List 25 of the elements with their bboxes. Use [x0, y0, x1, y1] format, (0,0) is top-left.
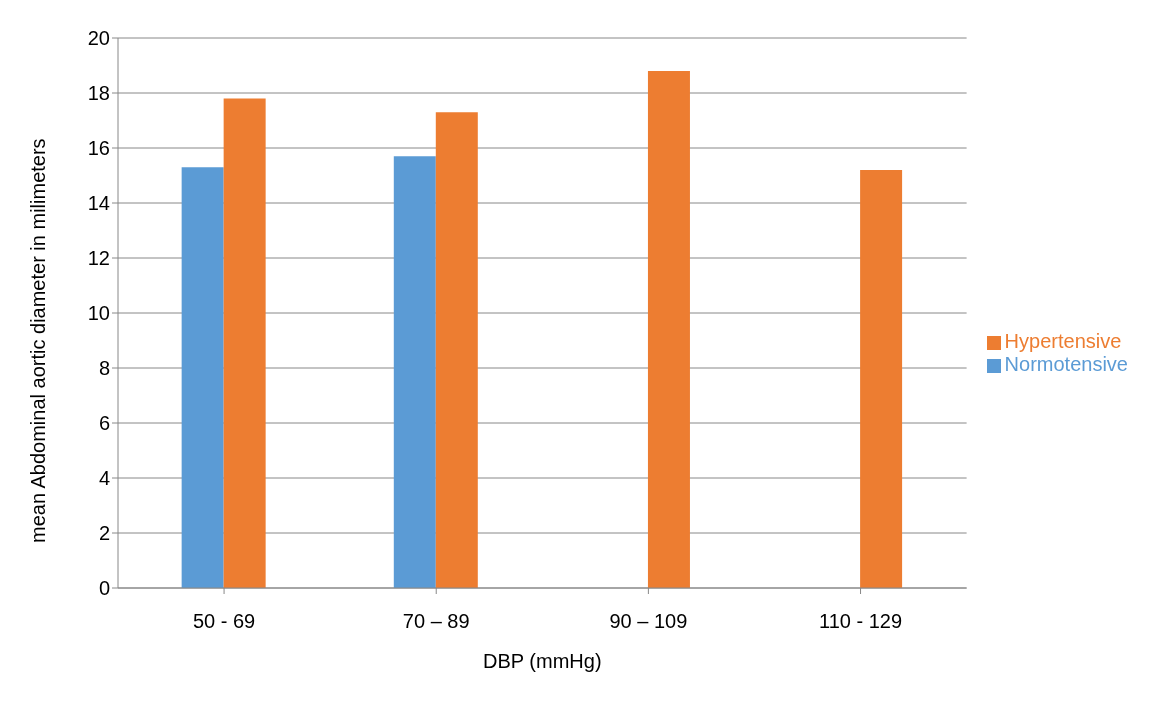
x-tick-label: 90 – 109 [609, 610, 688, 633]
y-tick-label: 6 [98, 412, 110, 435]
y-tick-label: 20 [87, 27, 110, 50]
y-tick-label: 12 [87, 247, 110, 270]
y-tick-label: 18 [87, 82, 110, 105]
bar [435, 112, 478, 588]
bar [647, 71, 690, 588]
x-axis-title: DBP (mmHg) [483, 650, 602, 672]
x-tick-label: 70 – 89 [402, 610, 470, 633]
bar [860, 170, 903, 588]
legend-label: Hypertensive [1004, 330, 1122, 352]
y-tick-label: 14 [87, 192, 110, 215]
y-axis-title: mean Abdominal aortic diameter in milimeters [27, 138, 50, 543]
x-tick-label: 50 - 69 [192, 610, 256, 633]
y-tick-label: 2 [98, 522, 110, 545]
x-tick-label: 110 - 129 [819, 610, 903, 633]
bar [393, 156, 436, 588]
y-tick-label: 16 [87, 137, 110, 160]
bar [223, 98, 266, 588]
bar [181, 167, 224, 588]
y-tick-label: 0 [98, 577, 110, 600]
y-tick-label: 4 [98, 467, 110, 490]
y-tick-label: 10 [87, 302, 110, 325]
legend-label: Normotensive [1004, 353, 1128, 375]
y-tick-label: 8 [98, 357, 110, 380]
